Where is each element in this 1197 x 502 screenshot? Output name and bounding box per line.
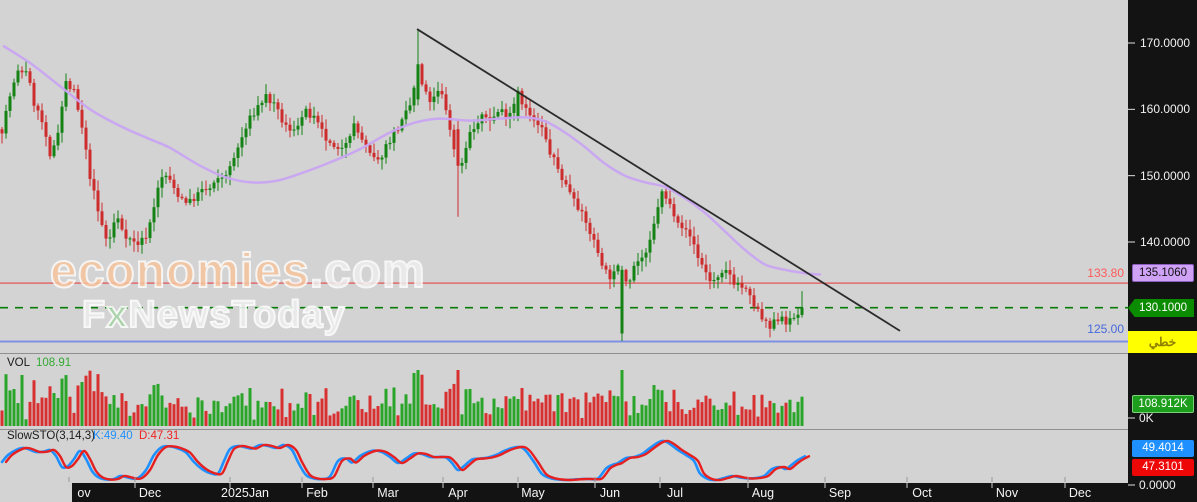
volume-value-badge: 108.912K bbox=[1132, 395, 1194, 413]
stochastic-d-value: D:47.31 bbox=[139, 430, 180, 442]
scale-mode-button[interactable]: خطي bbox=[1128, 331, 1197, 353]
watermark-economies: economies.com bbox=[49, 244, 426, 299]
watermark-fxnewstoday: FxNewsToday bbox=[81, 293, 346, 337]
resistance-level-label: 133.80 bbox=[1087, 266, 1124, 280]
watermark-newstoday: NewsToday bbox=[127, 293, 346, 337]
watermark-f: F bbox=[81, 293, 107, 337]
volume-current-value: 108.91 bbox=[36, 357, 72, 369]
ma-value-badge: 135.1060 bbox=[1132, 264, 1194, 282]
last-price-badge: 130.1000 bbox=[1128, 299, 1194, 317]
stochastic-indicator-label: SlowSTO(3,14,3) bbox=[7, 430, 95, 442]
sto-k-badge: 49.4014 bbox=[1132, 440, 1194, 457]
stochastic-k-value: K:49.40 bbox=[93, 430, 133, 442]
watermark-economies-text: economies bbox=[49, 244, 310, 299]
support-level-label: 125.00 bbox=[1087, 322, 1124, 336]
volume-indicator-label: VOL bbox=[7, 357, 31, 369]
watermark-x: x bbox=[105, 293, 129, 337]
sto-d-badge: 47.3101 bbox=[1132, 459, 1194, 476]
watermark-com-text: .com bbox=[309, 244, 426, 299]
